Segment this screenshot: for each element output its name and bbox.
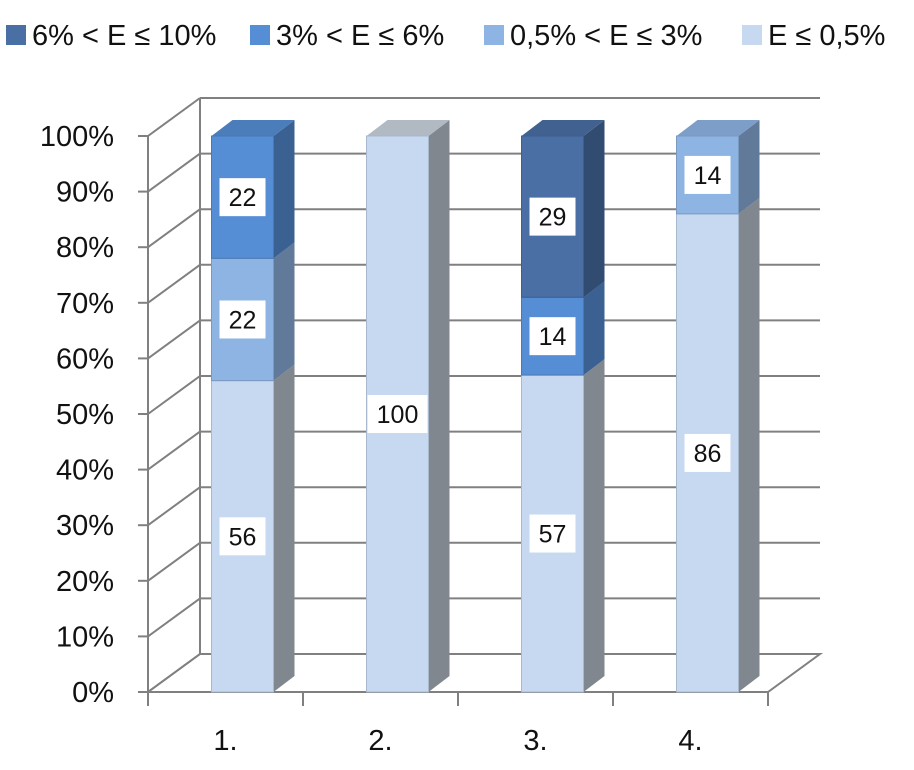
y-tick-label: 90% bbox=[56, 177, 114, 209]
y-axis-tick-labels: 0% 10% 20% 30% 40% 50% 60% 70% 80% 90% 100% bbox=[40, 121, 114, 709]
gridline bbox=[147, 97, 820, 137]
y-tick-label: 40% bbox=[56, 455, 114, 487]
legend-swatch bbox=[6, 25, 26, 45]
svg-text:57: 57 bbox=[539, 521, 567, 549]
svg-text:56: 56 bbox=[229, 523, 257, 551]
legend-swatch bbox=[484, 25, 504, 45]
bars bbox=[211, 120, 760, 693]
y-tick-label: 100% bbox=[40, 121, 114, 153]
svg-text:29: 29 bbox=[539, 204, 567, 232]
data-labels: 56 22 22 100 57 14 29 86 14 bbox=[219, 155, 731, 556]
data-label: 100 bbox=[367, 395, 428, 433]
legend-entry: 0,5% < E ≤ 3% bbox=[484, 20, 702, 52]
y-tick-label: 10% bbox=[56, 621, 114, 653]
data-label: 22 bbox=[219, 300, 266, 339]
y-tick-label: 70% bbox=[56, 288, 114, 320]
data-label: 56 bbox=[219, 517, 266, 556]
x-axis-tick-labels: 1. 2. 3. 4. bbox=[213, 725, 702, 757]
legend-label: 3% < E ≤ 6% bbox=[276, 20, 444, 52]
legend-label: E ≤ 0,5% bbox=[768, 20, 885, 52]
x-tick-label: 4. bbox=[678, 725, 702, 757]
x-tick-label: 3. bbox=[523, 725, 547, 757]
svg-text:14: 14 bbox=[539, 323, 567, 351]
svg-text:86: 86 bbox=[694, 440, 722, 468]
y-tick-label: 30% bbox=[56, 510, 114, 542]
data-label: 14 bbox=[684, 155, 731, 194]
y-tick-label: 60% bbox=[56, 343, 114, 375]
svg-text:22: 22 bbox=[229, 184, 257, 212]
x-tick-label: 2. bbox=[368, 725, 392, 757]
y-tick-label: 50% bbox=[56, 399, 114, 431]
svg-text:22: 22 bbox=[229, 306, 257, 334]
legend-swatch bbox=[250, 25, 270, 45]
svg-text:14: 14 bbox=[694, 162, 722, 190]
data-label: 22 bbox=[219, 178, 266, 217]
y-tick-label: 20% bbox=[56, 566, 114, 598]
legend-swatch bbox=[742, 25, 762, 45]
legend-label: 6% < E ≤ 10% bbox=[32, 20, 216, 52]
svg-text:100: 100 bbox=[377, 401, 419, 429]
data-label: 86 bbox=[684, 433, 731, 472]
y-tick-label: 0% bbox=[72, 677, 114, 709]
gridline bbox=[147, 653, 201, 693]
data-label: 57 bbox=[529, 514, 576, 553]
y-tick-label: 80% bbox=[56, 232, 114, 264]
x-tick-label: 1. bbox=[213, 725, 237, 757]
legend-entry: 6% < E ≤ 10% bbox=[6, 20, 216, 52]
data-label: 14 bbox=[529, 317, 576, 356]
legend-entry: E ≤ 0,5% bbox=[742, 20, 885, 52]
legend-entry: 3% < E ≤ 6% bbox=[250, 20, 444, 52]
legend-label: 0,5% < E ≤ 3% bbox=[510, 20, 702, 52]
data-label: 29 bbox=[529, 197, 576, 236]
legend: 6% < E ≤ 10% 3% < E ≤ 6% 0,5% < E ≤ 3% E ≤ … bbox=[6, 20, 885, 52]
